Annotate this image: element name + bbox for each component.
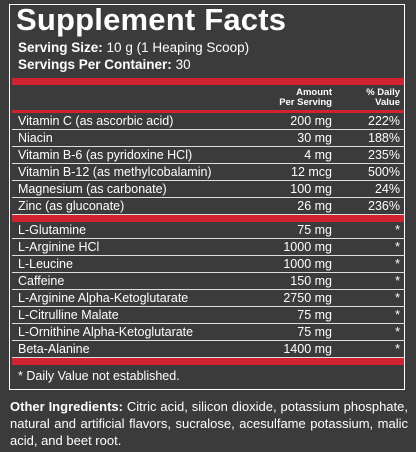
serving-size: Serving Size: 10 g (1 Heaping Scoop): [18, 40, 249, 55]
nutrient-dv: *: [395, 223, 400, 237]
other-ingredients: Other Ingredients: Citric acid, silicon …: [10, 398, 408, 449]
nutrient-amount: 1000 mg: [283, 257, 332, 271]
nutrient-amount: 26 mg: [297, 199, 332, 213]
nutrient-amount: 150 mg: [290, 274, 332, 288]
nutrient-name: L-Citrulline Malate: [18, 308, 119, 322]
nutrient-name: L-Arginine Alpha-Ketoglutarate: [18, 291, 189, 305]
nutrient-dv: *: [395, 257, 400, 271]
title: Supplement Facts: [16, 2, 287, 37]
nutrient-row: Beta-Alanine 1400 mg *: [12, 341, 404, 358]
nutrient-amount: 12 mcg: [291, 165, 332, 179]
nutrient-name: Beta-Alanine: [18, 342, 90, 356]
footnote: * Daily Value not established.: [18, 369, 180, 383]
nutrient-amount: 100 mg: [290, 182, 332, 196]
other-label: Other Ingredients:: [10, 399, 123, 414]
header-line: Per Serving: [279, 97, 332, 108]
servings-value: 30: [175, 57, 191, 72]
nutrient-row: L-Glutamine 75 mg *: [12, 222, 404, 239]
servings-label: Servings Per Container:: [18, 57, 172, 72]
nutrient-amount: 1400 mg: [283, 342, 332, 356]
nutrient-dv: 222%: [368, 114, 400, 128]
nutrient-dv: 235%: [368, 148, 400, 162]
nutrient-dv: 500%: [368, 165, 400, 179]
nutrient-amount: 75 mg: [297, 223, 332, 237]
amount-header: Amount Per Serving: [279, 88, 332, 108]
nutrient-row: L-Ornithine Alpha-Ketoglutarate 75 mg *: [12, 324, 404, 341]
nutrient-row: L-Leucine 1000 mg *: [12, 256, 404, 273]
nutrient-amount: 2750 mg: [283, 291, 332, 305]
serving-label: Serving Size:: [18, 40, 103, 55]
nutrient-row: Zinc (as gluconate) 26 mg 236%: [12, 198, 404, 215]
nutrient-name: Zinc (as gluconate): [18, 199, 125, 213]
nutrient-name: L-Ornithine Alpha-Ketoglutarate: [18, 325, 194, 339]
nutrient-row: Vitamin B-6 (as pyridoxine HCl) 4 mg 235%: [12, 147, 404, 164]
nutrient-name: L-Leucine: [18, 257, 73, 271]
header-line: Amount: [296, 87, 332, 98]
nutrient-row: Vitamin B-12 (as methylcobalamin) 12 mcg 5…: [12, 164, 404, 181]
nutrient-dv: 24%: [374, 182, 400, 196]
nutrient-name: Vitamin C (as ascorbic acid): [18, 114, 174, 128]
nutrient-row: Niacin 30 mg 188%: [12, 130, 404, 147]
servings: Servings Per Container: 30: [18, 57, 191, 72]
nutrient-amount: 200 mg: [290, 114, 332, 128]
nutrient-dv: 188%: [368, 131, 400, 145]
nutrient-name: L-Glutamine: [18, 223, 87, 237]
red-bar: [12, 78, 404, 85]
nutrient-amount: 30 mg: [297, 131, 332, 145]
red-bar: [12, 358, 404, 365]
nutrient-amount: 4 mg: [304, 148, 332, 162]
nutrient-dv: *: [395, 291, 400, 305]
facts-box: [9, 4, 405, 390]
other-text: Citric acid, silicon dioxide, potassium …: [10, 399, 408, 448]
nutrient-dv: *: [395, 325, 400, 339]
red-rule: [12, 110, 404, 113]
nutrient-name: Vitamin B-12 (as methylcobalamin): [18, 165, 212, 179]
nutrient-row: Vitamin C (as ascorbic acid) 200 mg 222%: [12, 113, 404, 130]
nutrient-dv: *: [395, 308, 400, 322]
nutrient-name: Caffeine: [18, 274, 65, 288]
nutrient-dv: *: [395, 240, 400, 254]
nutrient-amount: 1000 mg: [283, 240, 332, 254]
red-bar: [12, 215, 404, 222]
header-line: Value: [375, 97, 400, 108]
nutrient-dv: *: [395, 342, 400, 356]
nutrient-dv: 236%: [368, 199, 400, 213]
nutrient-row: Caffeine 150 mg *: [12, 273, 404, 290]
nutrient-name: L-Arginine HCl: [18, 240, 100, 254]
nutrient-row: Magnesium (as carbonate) 100 mg 24%: [12, 181, 404, 198]
nutrient-row: L-Arginine Alpha-Ketoglutarate 2750 mg *: [12, 290, 404, 307]
nutrient-amount: 75 mg: [297, 308, 332, 322]
header-line: % Daily: [366, 87, 400, 98]
nutrient-name: Vitamin B-6 (as pyridoxine HCl): [18, 148, 193, 162]
dv-header: % Daily Value: [366, 88, 400, 108]
nutrient-row: L-Citrulline Malate 75 mg *: [12, 307, 404, 324]
nutrient-amount: 75 mg: [297, 325, 332, 339]
nutrient-name: Magnesium (as carbonate): [18, 182, 167, 196]
nutrient-row: L-Arginine HCl 1000 mg *: [12, 239, 404, 256]
nutrient-dv: *: [395, 274, 400, 288]
serving-value: 10 g (1 Heaping Scoop): [106, 40, 250, 55]
nutrient-name: Niacin: [18, 131, 53, 145]
